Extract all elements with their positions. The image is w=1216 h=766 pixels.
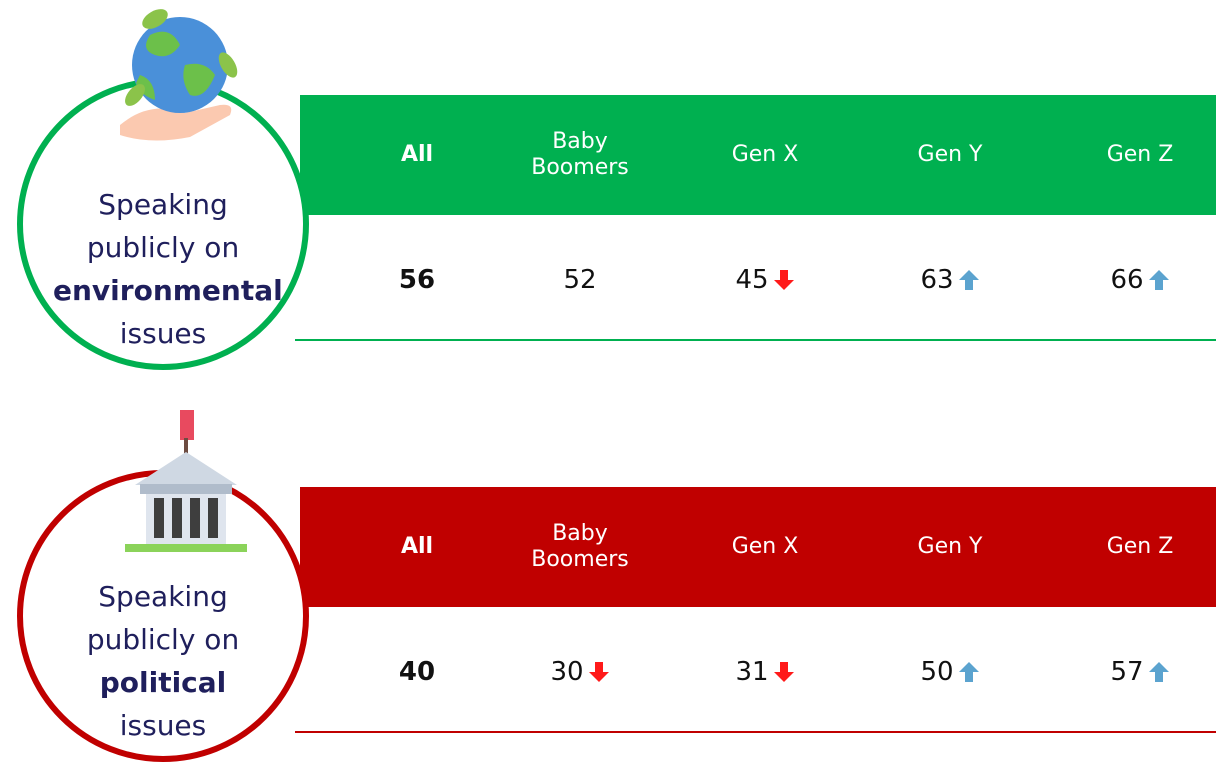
column-header: Gen Z [1055, 487, 1216, 607]
label-text: issues [119, 709, 207, 742]
column-header: Baby Boomers [495, 95, 665, 215]
value-cell: 31 [680, 642, 850, 702]
value: 57 [1110, 657, 1144, 687]
column-header: Gen Y [865, 487, 1035, 607]
column-label: Gen X [731, 534, 799, 559]
label-bold: political [99, 666, 227, 699]
trend-arrow-up [1148, 662, 1169, 682]
column-label: Gen Z [1106, 142, 1174, 167]
building-icon [125, 410, 247, 552]
value: 40 [398, 657, 436, 687]
column-label: Gen Y [917, 142, 983, 167]
trend-arrow-up [958, 662, 979, 682]
column-header: Gen X [680, 487, 850, 607]
header-bar [300, 487, 1216, 607]
column-label: Gen Y [917, 534, 983, 559]
value: 56 [398, 265, 436, 295]
value-cell: 66 [1055, 250, 1216, 310]
value: 31 [735, 657, 769, 687]
column-header: Baby Boomers [495, 487, 665, 607]
column-header: Gen Z [1055, 95, 1216, 215]
column-header: All [332, 95, 502, 215]
value-cell: 56 [332, 250, 502, 310]
column-label: All [400, 534, 434, 559]
column-label: Gen Z [1106, 534, 1174, 559]
column-label: All [400, 142, 434, 167]
column-header: All [332, 487, 502, 607]
trend-arrow-down [773, 662, 794, 682]
label-text: Speaking publicly on [86, 188, 240, 264]
trend-arrow-up [958, 270, 979, 290]
value-cell: 50 [865, 642, 1035, 702]
value-cell: 40 [332, 642, 502, 702]
value-cell: 52 [495, 250, 665, 310]
column-label: Baby Boomers [531, 521, 629, 572]
value-cell: 30 [495, 642, 665, 702]
value-cell: 45 [680, 250, 850, 310]
topic-label: Speaking publicly on environmental issues [53, 183, 283, 355]
value-cell: 63 [865, 250, 1035, 310]
label-text: issues [119, 317, 207, 350]
value: 50 [920, 657, 954, 687]
value: 63 [920, 265, 954, 295]
column-label: Baby Boomers [531, 129, 629, 180]
label-bold: environmental [53, 274, 283, 307]
globe-icon [120, 9, 238, 141]
value: 45 [735, 265, 769, 295]
trend-arrow-down [588, 662, 609, 682]
row-rule [295, 731, 1216, 733]
row-rule [295, 339, 1216, 341]
column-label: Gen X [731, 142, 799, 167]
column-header: Gen X [680, 95, 850, 215]
value: 30 [550, 657, 584, 687]
value: 52 [563, 265, 597, 295]
column-header: Gen Y [865, 95, 1035, 215]
label-text: Speaking publicly on [86, 580, 240, 656]
header-bar [300, 95, 1216, 215]
trend-arrow-down [773, 270, 794, 290]
trend-arrow-up [1148, 270, 1169, 290]
value-cell: 57 [1055, 642, 1216, 702]
topic-label: Speaking publicly on political issues [53, 575, 273, 747]
value: 66 [1110, 265, 1144, 295]
